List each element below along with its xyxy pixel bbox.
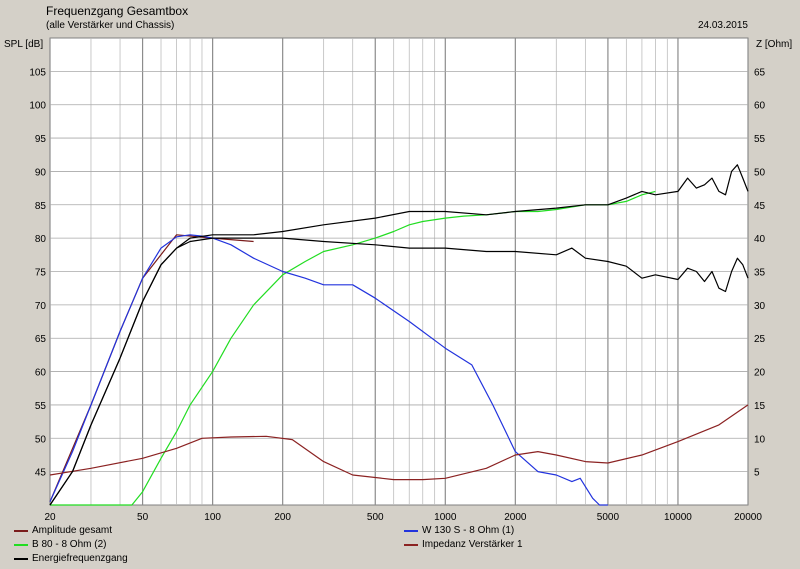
- chart-date: 24.03.2015: [697, 20, 748, 31]
- frequency-response-chart: 20 50 100 200 500 1000 2000 5000 10000 20000 45 50 5…: [4, 37, 792, 520]
- series-line-b-80-8-ohm-2: [50, 190, 656, 506]
- x-tick-label: 1000: [434, 512, 457, 520]
- legend-swatch: [14, 529, 28, 532]
- legend-label: B 80 - 8 Ohm (2): [32, 539, 107, 550]
- series-line-impedanz-verst-rker-1: [49, 404, 749, 481]
- x-tick-label: 20: [44, 512, 56, 520]
- y-left-tick-label: 60: [35, 368, 47, 379]
- y-left-tick-label: 45: [35, 468, 47, 479]
- legend-item-energiefrequenzgang: Energiefrequenzgang: [14, 553, 128, 564]
- x-tick-label: 10000: [664, 512, 692, 520]
- y-right-tick-label: 65: [754, 67, 766, 78]
- y-right-tick-label: 45: [754, 201, 766, 212]
- x-tick-label: 5000: [597, 512, 620, 520]
- y-left-tick-label: 95: [35, 134, 47, 145]
- y-left-tick-label: 85: [35, 201, 47, 212]
- y-left-tick-label: 80: [35, 234, 47, 245]
- y-left-tick-label: 105: [29, 67, 46, 78]
- x-tick-label: 500: [367, 512, 384, 520]
- y-left-tick-label: 55: [35, 401, 47, 412]
- y-left-tick-label: 75: [35, 268, 47, 279]
- y-left-tick-label: 70: [35, 301, 47, 312]
- y-right-tick-label: 40: [754, 234, 766, 245]
- legend-swatch: [14, 543, 28, 546]
- y-right-tick-label: 30: [754, 301, 766, 312]
- y-right-tick-label: 15: [754, 401, 766, 412]
- y-right-tick-label: 55: [754, 134, 766, 145]
- legend-label: Energiefrequenzgang: [32, 553, 128, 564]
- y-left-tick-label: 50: [35, 434, 47, 445]
- y-right-tick-label: 20: [754, 368, 766, 379]
- legend-label: Impedanz Verstärker 1: [422, 539, 523, 550]
- x-tick-label: 2000: [504, 512, 527, 520]
- y-right-tick-label: 10: [754, 434, 766, 445]
- chart-title: Frequenzgang Gesamtbox: [46, 4, 189, 18]
- legend-item-w130s: W 130 S - 8 Ohm (1): [404, 525, 514, 536]
- chart-subtitle: (alle Verstärker und Chassis): [46, 20, 175, 31]
- legend-label: W 130 S - 8 Ohm (1): [422, 525, 515, 536]
- x-tick-label: 20000: [734, 512, 762, 520]
- y-right-tick-label: 35: [754, 268, 766, 279]
- y-right-tick-label: 50: [754, 167, 766, 178]
- legend-swatch: [404, 529, 418, 532]
- legend-item-amplitude-gesamt: Amplitude gesamt: [14, 525, 112, 536]
- y-left-tick-label: 100: [29, 101, 46, 112]
- y-left-tick-label: 65: [35, 334, 47, 345]
- y-left-tick-label: 90: [35, 167, 47, 178]
- legend-swatch: [404, 543, 418, 546]
- y-left-axis-label: SPL [dB]: [4, 39, 43, 50]
- series-line-energy-lower: [49, 237, 749, 506]
- x-tick-label: 100: [204, 512, 221, 520]
- legend-label: Amplitude gesamt: [32, 525, 113, 536]
- legend-swatch: [14, 557, 28, 560]
- y-right-axis-label: Z [Ohm]: [756, 39, 792, 50]
- y-right-tick-label: 60: [754, 101, 766, 112]
- legend-item-b80: B 80 - 8 Ohm (2): [14, 539, 106, 550]
- x-tick-label: 50: [137, 512, 149, 520]
- y-right-tick-label: 5: [754, 468, 760, 479]
- legend-item-impedanz: Impedanz Verstärker 1: [404, 539, 523, 550]
- series-line-w-130-s-8-ohm-1: [49, 234, 608, 506]
- x-tick-label: 200: [274, 512, 291, 520]
- y-right-tick-label: 25: [754, 334, 766, 345]
